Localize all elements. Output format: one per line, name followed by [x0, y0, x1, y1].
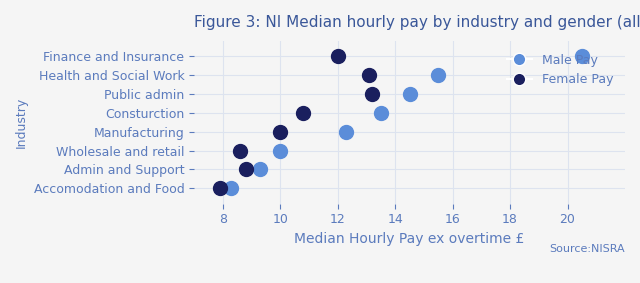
Point: [227, 186, 237, 191]
Point: [364, 73, 374, 77]
Point: [433, 73, 444, 77]
Text: Source:NISRA: Source:NISRA: [549, 244, 625, 254]
Text: Figure 3: NI Median hourly pay by industry and gender (all employees) 2019: Figure 3: NI Median hourly pay by indust…: [194, 15, 640, 30]
Point: [241, 167, 251, 172]
Point: [235, 148, 245, 153]
Point: [215, 186, 225, 191]
Legend: Male Pay, Female Pay: Male Pay, Female Pay: [502, 49, 618, 91]
Point: [404, 92, 415, 96]
Point: [298, 110, 308, 115]
Point: [577, 54, 587, 58]
Y-axis label: Industry: Industry: [15, 97, 28, 148]
Point: [275, 129, 285, 134]
Point: [376, 110, 386, 115]
X-axis label: Median Hourly Pay ex overtime £: Median Hourly Pay ex overtime £: [294, 232, 525, 246]
Point: [367, 92, 378, 96]
Point: [333, 54, 343, 58]
Point: [275, 148, 285, 153]
Point: [255, 167, 265, 172]
Point: [341, 129, 351, 134]
